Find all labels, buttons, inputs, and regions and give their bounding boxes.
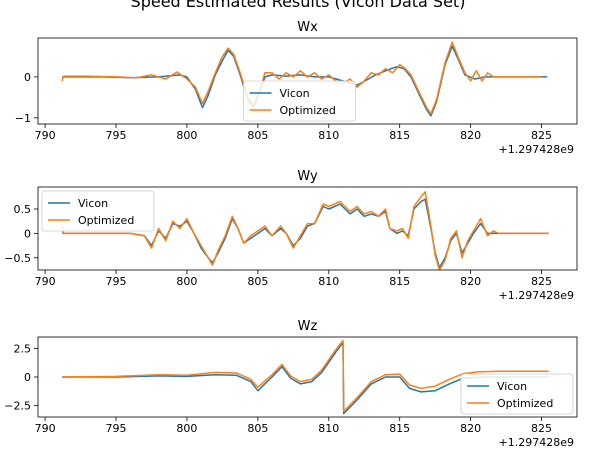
legend-label-vicon: Vicon — [497, 380, 527, 393]
subplot-title: Wx — [297, 20, 318, 35]
x-tick-label: 795 — [106, 129, 127, 142]
x-tick-label: 820 — [460, 275, 481, 288]
y-tick-label: 0.5 — [14, 203, 32, 216]
x-tick-label: 790 — [35, 275, 56, 288]
legend-box — [243, 80, 356, 122]
x-tick-label: 825 — [531, 275, 552, 288]
x-tick-label: 820 — [460, 129, 481, 142]
x-tick-label: 795 — [106, 275, 127, 288]
subplot-wy: Wy 790 795 800 805 810 815 820 825+1.297428e9 −0.… — [4, 169, 578, 302]
legend-label-optimized: Optimized — [280, 104, 336, 117]
x-tick-label: 790 — [35, 129, 56, 142]
y-tick-label: −2.5 — [4, 400, 31, 413]
x-tick-label: 815 — [389, 422, 410, 435]
x-tick-label: 795 — [106, 422, 127, 435]
x-tick-label: 815 — [389, 275, 410, 288]
legend-label-vicon: Vicon — [78, 197, 108, 210]
series-group — [61, 191, 549, 270]
y-tick-label: 0 — [24, 71, 31, 84]
series-line-optimized — [61, 191, 549, 270]
axes-frame — [37, 37, 578, 125]
x-tick-label: 825 — [531, 129, 552, 142]
x-tick-label: 800 — [176, 422, 197, 435]
series-group — [62, 339, 549, 415]
x-tick-label: 805 — [247, 129, 268, 142]
axes-frame — [37, 186, 578, 271]
figure-title-clip: Speed Estimated Results (Vicon Data Set) — [0, 0, 596, 12]
x-tick-label: 810 — [318, 422, 339, 435]
subplot-wx: Wx 790 795 800 805 810 815 820 825+1.297428e9 −1 0… — [15, 20, 578, 156]
legend-label-optimized: Optimized — [497, 397, 553, 410]
y-tick-label: −1 — [15, 112, 31, 125]
y-tick-label: 0 — [24, 227, 31, 240]
x-tick-label: 810 — [318, 275, 339, 288]
subplot-title: Wy — [297, 169, 318, 184]
x-tick-label: 805 — [247, 422, 268, 435]
legend-box — [460, 373, 574, 415]
series-line-optimized — [61, 41, 542, 115]
legend: Vicon Optimized — [41, 190, 155, 232]
x-tick-label: 825 — [531, 422, 552, 435]
legend: Vicon Optimized — [243, 80, 356, 122]
x-tick-label: 820 — [460, 422, 481, 435]
x-tick-label: 790 — [35, 422, 56, 435]
y-tick-label: −0.5 — [4, 252, 31, 265]
legend-label-vicon: Vicon — [280, 87, 310, 100]
x-tick-label: 800 — [176, 129, 197, 142]
y-tick-label: 0 — [24, 371, 31, 384]
legend: Vicon Optimized — [460, 373, 574, 415]
x-offset-label: +1.297428e9 — [499, 143, 574, 156]
y-tick-label: 2.5 — [14, 342, 32, 355]
legend-box — [41, 190, 155, 232]
legend-label-optimized: Optimized — [78, 214, 134, 227]
x-tick-label: 815 — [389, 129, 410, 142]
x-tick-label: 810 — [318, 129, 339, 142]
subplot-wz: Wz 790 795 800 805 810 815 820 825+1.297428e9 −2.… — [4, 319, 578, 449]
subplot-title: Wz — [298, 319, 318, 334]
x-offset-label: +1.297428e9 — [499, 289, 574, 302]
x-tick-label: 800 — [176, 275, 197, 288]
series-line-vicon — [62, 341, 549, 415]
series-line-vicon — [62, 45, 548, 117]
x-offset-label: +1.297428e9 — [499, 436, 574, 449]
series-line-optimized — [62, 339, 549, 413]
x-tick-label: 805 — [247, 275, 268, 288]
series-group — [61, 41, 548, 117]
figure-title: Speed Estimated Results (Vicon Data Set) — [130, 0, 466, 11]
